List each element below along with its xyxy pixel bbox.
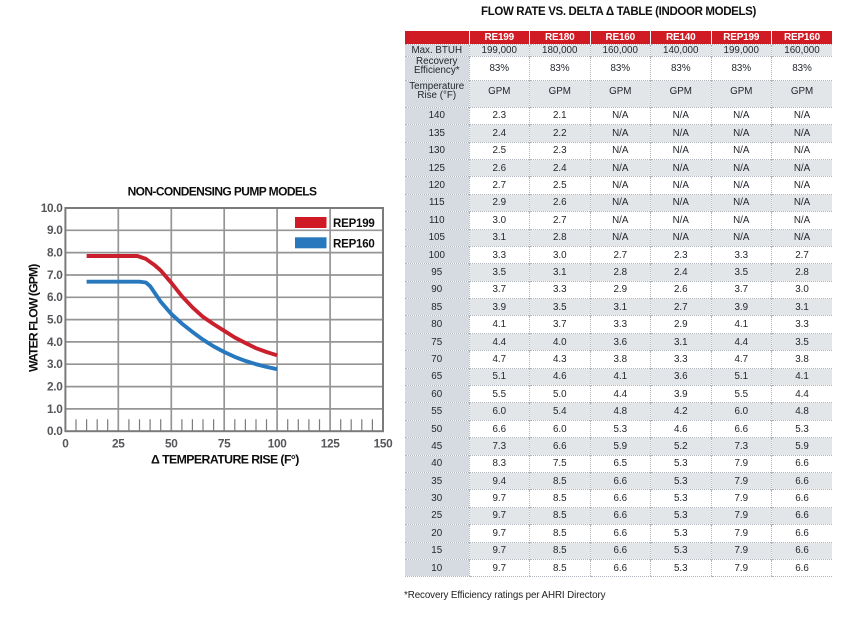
svg-text:WATER FLOW (GPM): WATER FLOW (GPM) (27, 264, 41, 372)
svg-text:NON-CONDENSING PUMP MODELS: NON-CONDENSING PUMP MODELS (128, 185, 317, 199)
svg-text:3.0: 3.0 (47, 357, 63, 371)
svg-text:7.0: 7.0 (47, 268, 63, 282)
svg-text:0.0: 0.0 (47, 424, 63, 438)
svg-text:4.0: 4.0 (47, 335, 63, 349)
svg-text:25: 25 (112, 437, 125, 451)
svg-text:75: 75 (218, 437, 231, 451)
svg-text:125: 125 (321, 437, 341, 451)
svg-text:6.0: 6.0 (47, 290, 63, 304)
svg-text:100: 100 (268, 437, 288, 451)
svg-text:2.0: 2.0 (47, 380, 63, 394)
svg-text:REP160: REP160 (333, 239, 375, 251)
svg-text:Δ TEMPERATURE RISE (F°): Δ TEMPERATURE RISE (F°) (151, 453, 299, 467)
svg-text:9.0: 9.0 (47, 223, 63, 237)
svg-text:150: 150 (374, 437, 394, 451)
svg-text:5.0: 5.0 (47, 313, 63, 327)
svg-text:REP199: REP199 (333, 218, 375, 230)
svg-text:8.0: 8.0 (47, 246, 63, 260)
svg-text:50: 50 (165, 437, 178, 451)
svg-text:1.0: 1.0 (47, 402, 63, 416)
svg-text:0: 0 (62, 437, 69, 451)
svg-text:10.0: 10.0 (41, 201, 63, 215)
